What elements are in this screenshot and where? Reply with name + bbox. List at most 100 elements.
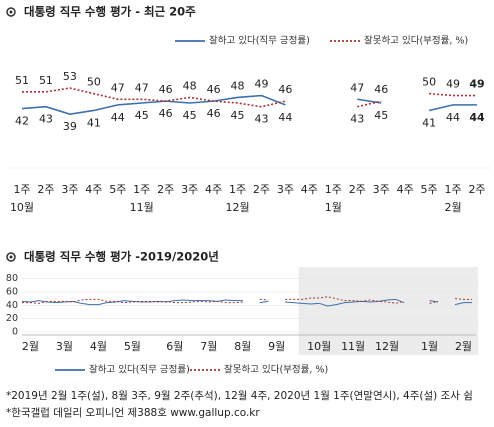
x-tick-label: 8월 — [234, 340, 251, 353]
data-label: 53 — [63, 70, 77, 83]
x-tick-label: 1주 — [133, 183, 150, 196]
data-label: 49 — [469, 78, 484, 91]
series-line — [285, 298, 405, 307]
x-tick-label: 2주 — [468, 183, 485, 196]
data-label: 44 — [278, 111, 292, 124]
data-label: 47 — [111, 81, 125, 94]
series-line — [285, 296, 405, 304]
legend-label: 잘하고 있다(직무 긍정률) — [209, 35, 310, 47]
x-group-label: 10월 — [10, 201, 34, 214]
title-icon-dot — [9, 255, 13, 259]
x-tick-label: 10월 — [307, 340, 331, 353]
legend-label: 잘못하고 있다(부정률, %) — [364, 35, 468, 47]
legend-label: 잘하고 있다(직무 긍정률) — [89, 364, 190, 376]
x-tick-label: 2주 — [37, 183, 54, 196]
x-tick-label: 3월 — [56, 340, 73, 353]
data-label: 45 — [231, 109, 245, 122]
data-label: 51 — [39, 74, 53, 87]
series-line — [259, 300, 269, 304]
data-label: 43 — [39, 113, 53, 126]
data-label: 41 — [422, 116, 436, 129]
series-line — [22, 87, 286, 108]
series-line — [259, 298, 269, 301]
x-tick-label: 1주 — [229, 183, 246, 196]
data-label: 46 — [278, 83, 292, 96]
data-label: 49 — [446, 78, 460, 91]
series-line — [21, 299, 243, 306]
x-tick-label: 3주 — [277, 183, 294, 196]
footnote: *한국갤럽 데일리 오피니언 제388호 www.gallup.co.kr — [6, 406, 260, 419]
data-label: 43 — [350, 113, 364, 126]
footnote: *2019년 2월 1주(설), 8월 3주, 9월 2주(추석), 12월 4… — [6, 390, 473, 402]
x-tick-label: 2주 — [157, 183, 174, 196]
data-label: 45 — [183, 109, 197, 122]
x-tick-label: 9월 — [268, 340, 285, 353]
title-icon — [6, 7, 16, 17]
x-tick-label: 6월 — [166, 340, 183, 353]
data-label: 46 — [207, 83, 221, 96]
data-label: 49 — [254, 78, 268, 91]
series-line — [428, 104, 477, 112]
series-line — [454, 302, 472, 306]
x-tick-label: 2주 — [253, 183, 270, 196]
y-tick-label: 40 — [6, 300, 18, 311]
data-label: 44 — [111, 111, 125, 124]
x-tick-label: 4주 — [205, 183, 222, 196]
data-label: 46 — [159, 83, 173, 96]
x-group-label: 2월 — [444, 201, 461, 214]
y-tick-label: 0 — [12, 327, 18, 338]
x-tick-label: 1월 — [421, 340, 438, 353]
series-line — [22, 298, 243, 304]
x-tick-label: 3주 — [61, 183, 78, 196]
series-line — [21, 94, 286, 116]
data-label: 48 — [231, 79, 245, 92]
series-line — [429, 300, 439, 303]
x-tick-label: 5월 — [124, 340, 141, 353]
y-tick-label: 20 — [6, 313, 18, 324]
data-label: 46 — [159, 107, 173, 120]
x-tick-label: 3주 — [373, 183, 390, 196]
data-label: 47 — [350, 81, 364, 94]
data-label: 46 — [207, 107, 221, 120]
series-line — [357, 100, 382, 108]
x-tick-label: 1주 — [325, 183, 342, 196]
series-line — [429, 92, 477, 97]
x-tick-label: 1주 — [13, 183, 30, 196]
title-icon — [6, 252, 16, 262]
data-label: 51 — [15, 74, 29, 87]
x-group-label: 11월 — [130, 201, 154, 214]
data-label: 43 — [254, 113, 268, 126]
data-label: 41 — [87, 116, 101, 129]
x-tick-label: 4월 — [90, 340, 107, 353]
legend-label: 잘못하고 있다(부정률, %) — [224, 364, 328, 376]
data-label: 42 — [15, 115, 29, 128]
x-tick-label: 4주 — [301, 183, 318, 196]
data-label: 44 — [469, 111, 485, 124]
x-group-label: 12월 — [225, 201, 249, 214]
data-label: 45 — [374, 109, 388, 122]
chart-title: 대통령 직무 수행 평가 -2019/2020년 — [24, 250, 219, 264]
x-tick-label: 1주 — [444, 183, 461, 196]
x-tick-label: 2월 — [455, 340, 472, 353]
data-label: 48 — [183, 79, 197, 92]
data-label: 39 — [63, 120, 77, 133]
x-tick-label: 2월 — [22, 340, 39, 353]
data-label: 50 — [422, 76, 436, 89]
x-tick-label: 11월 — [341, 340, 365, 353]
x-tick-label: 7월 — [200, 340, 217, 353]
y-tick-label: 80 — [6, 273, 18, 284]
chart-title: 대통령 직무 수행 평가 - 최근 20주 — [24, 5, 196, 19]
data-label: 45 — [135, 109, 149, 122]
x-tick-label: 5주 — [421, 183, 438, 196]
series-line — [429, 300, 439, 304]
highlight-region — [298, 267, 478, 355]
data-label: 47 — [135, 81, 149, 94]
data-label: 44 — [446, 111, 460, 124]
title-icon-dot — [9, 10, 13, 14]
x-tick-label: 4주 — [85, 183, 102, 196]
series-line — [454, 298, 472, 300]
x-tick-label: 2주 — [349, 183, 366, 196]
x-tick-label: 5주 — [109, 183, 126, 196]
